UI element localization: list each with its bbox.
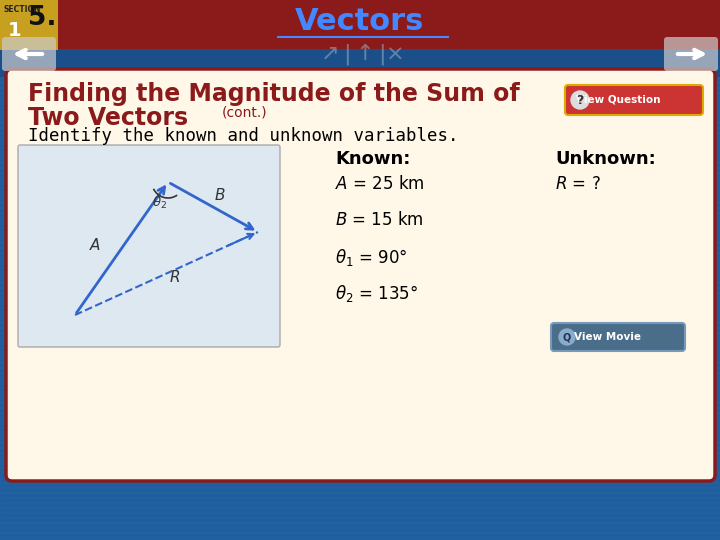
- Text: A: A: [90, 238, 100, 253]
- Text: ?: ?: [576, 93, 584, 106]
- Text: $\theta_2$: $\theta_2$: [153, 195, 168, 211]
- Text: Unknown:: Unknown:: [555, 150, 656, 168]
- Circle shape: [559, 329, 575, 345]
- Circle shape: [571, 91, 589, 109]
- Text: View Question: View Question: [576, 95, 660, 105]
- Text: View Movie: View Movie: [575, 332, 642, 342]
- Text: (cont.): (cont.): [222, 106, 268, 120]
- Text: $R$ = ?: $R$ = ?: [555, 175, 600, 193]
- FancyBboxPatch shape: [2, 37, 56, 71]
- FancyBboxPatch shape: [0, 0, 58, 50]
- Text: Vectors: Vectors: [295, 7, 425, 36]
- Text: Two Vectors: Two Vectors: [28, 106, 188, 130]
- Text: $\theta_1$ = 90°: $\theta_1$ = 90°: [335, 247, 408, 268]
- FancyBboxPatch shape: [551, 323, 685, 351]
- Text: $\theta_2$ = 135°: $\theta_2$ = 135°: [335, 283, 418, 304]
- FancyBboxPatch shape: [18, 145, 280, 347]
- FancyBboxPatch shape: [565, 85, 703, 115]
- Text: 1: 1: [8, 21, 22, 40]
- Text: R: R: [170, 271, 180, 286]
- Text: $A$ = 25 km: $A$ = 25 km: [335, 175, 425, 193]
- Text: Finding the Magnitude of the Sum of: Finding the Magnitude of the Sum of: [28, 82, 520, 106]
- Text: $B$ = 15 km: $B$ = 15 km: [335, 211, 424, 229]
- Text: Known:: Known:: [335, 150, 410, 168]
- FancyBboxPatch shape: [0, 49, 720, 77]
- FancyBboxPatch shape: [6, 69, 715, 481]
- FancyBboxPatch shape: [0, 0, 720, 50]
- Text: Q: Q: [563, 332, 571, 342]
- Text: 5.: 5.: [28, 5, 56, 31]
- Text: Identify the known and unknown variables.: Identify the known and unknown variables…: [28, 127, 459, 145]
- Text: SECTION: SECTION: [3, 5, 40, 14]
- FancyBboxPatch shape: [664, 37, 718, 71]
- Text: $\nearrow$|$\uparrow$|$\times$: $\nearrow$|$\uparrow$|$\times$: [316, 41, 404, 67]
- Text: B: B: [215, 187, 225, 202]
